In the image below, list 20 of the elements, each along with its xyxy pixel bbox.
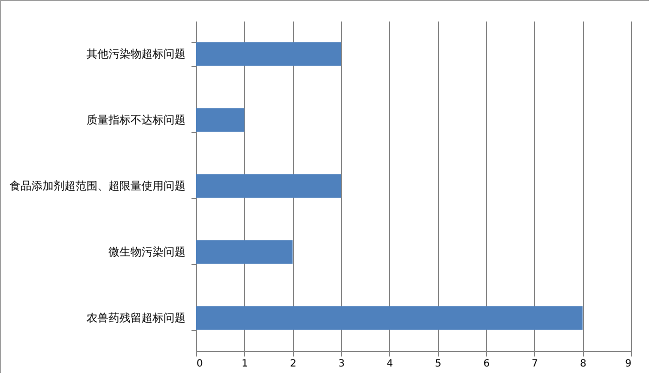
x-tick-label: 4 <box>386 358 394 370</box>
y-tick-label: 其他污染物超标问题 <box>86 48 186 60</box>
y-tick-label: 微生物污染问题 <box>108 246 186 258</box>
y-tick-label: 质量指标不达标问题 <box>86 114 186 126</box>
x-tick-label: 3 <box>338 358 345 370</box>
bar <box>196 174 341 198</box>
x-tick-label: 6 <box>483 358 490 370</box>
y-tick-label: 农兽药残留超标问题 <box>86 312 186 324</box>
bar <box>196 108 244 132</box>
x-tick-label: 7 <box>532 358 538 370</box>
x-tick-label: 8 <box>580 358 586 370</box>
y-tick-label: 食品添加剂超范围、超限量使用问题 <box>10 180 186 192</box>
x-tick-label: 9 <box>625 358 632 370</box>
x-tick-label: 2 <box>290 358 296 370</box>
bar <box>196 306 583 330</box>
x-tick-label: 5 <box>434 358 442 370</box>
bar <box>196 240 293 264</box>
x-tick-label: 0 <box>196 358 203 370</box>
x-tick-label: 1 <box>242 358 248 370</box>
bar <box>196 42 341 66</box>
